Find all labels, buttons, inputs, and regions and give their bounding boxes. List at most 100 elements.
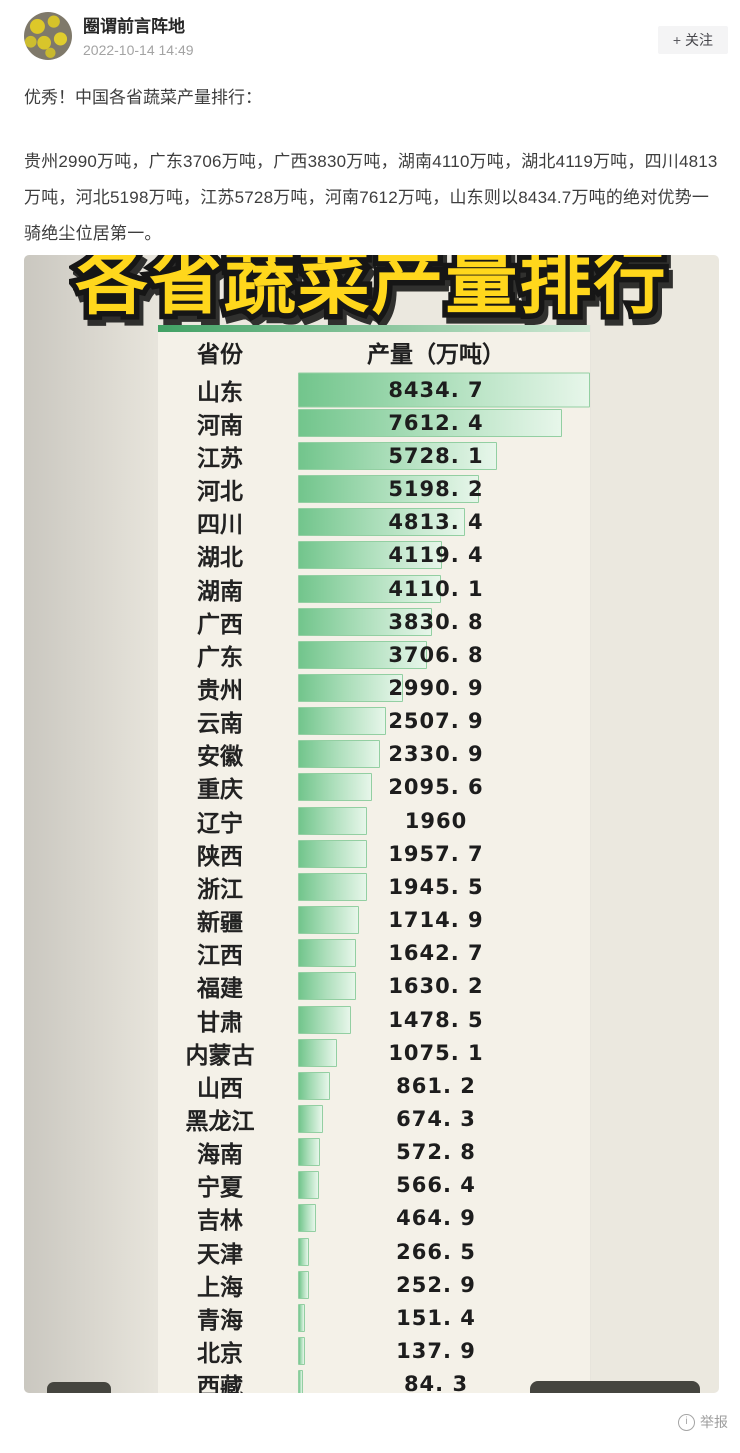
- value-label: 3706. 8: [388, 642, 484, 667]
- table-row: 青海 151. 4: [24, 1301, 719, 1334]
- chart-title-outline: 各省蔬菜产量排行: [70, 255, 671, 330]
- report-button[interactable]: i 举报: [678, 1412, 728, 1432]
- production-bar: [298, 673, 403, 702]
- post-text: 优秀！中国各省蔬菜产量排行： 贵州2990万吨，广东3706万吨，广西3830万…: [24, 86, 719, 252]
- table-row: 新疆 1714. 9: [24, 904, 719, 937]
- value-label: 137. 9: [396, 1339, 476, 1364]
- production-bar: [298, 441, 497, 470]
- province-label: 黑龙江: [185, 1108, 255, 1135]
- province-label: 福建: [197, 975, 243, 1002]
- table-row: 山西 861. 2: [24, 1069, 719, 1102]
- table-row: 西藏 84. 3: [24, 1368, 719, 1393]
- column-header-province: 省份: [197, 341, 243, 367]
- value-label: 566. 4: [396, 1173, 476, 1198]
- production-bar: [298, 508, 465, 537]
- production-bar: [298, 972, 356, 1001]
- production-bar: [298, 1171, 319, 1200]
- table-row: 上海 252. 9: [24, 1268, 719, 1301]
- province-label: 宁夏: [197, 1174, 243, 1201]
- province-label: 内蒙古: [185, 1041, 255, 1068]
- value-label: 1478. 5: [388, 1007, 484, 1032]
- table-row: 湖南 4110. 1: [24, 572, 719, 605]
- value-label: 84. 3: [403, 1372, 469, 1393]
- production-bar: [298, 1005, 351, 1034]
- production-bar: [298, 1370, 303, 1393]
- chart-title: 各省蔬菜产量排行: [75, 255, 668, 324]
- province-label: 甘肃: [197, 1008, 243, 1035]
- province-label: 贵州: [197, 676, 243, 703]
- table-row: 北京 137. 9: [24, 1335, 719, 1368]
- table-row: 湖北 4119. 4: [24, 539, 719, 572]
- table-row: 广东 3706. 8: [24, 638, 719, 671]
- value-label: 674. 3: [396, 1107, 476, 1132]
- value-label: 1714. 9: [388, 908, 484, 933]
- value-label: 464. 9: [396, 1206, 476, 1231]
- table-row: 甘肃 1478. 5: [24, 1003, 719, 1036]
- production-bar: [298, 475, 479, 504]
- value-label: 1642. 7: [388, 941, 484, 966]
- value-label: 5728. 1: [388, 443, 484, 468]
- province-label: 吉林: [197, 1207, 243, 1234]
- author-name[interactable]: 圈谓前言阵地: [83, 17, 185, 36]
- value-label: 151. 4: [396, 1305, 476, 1330]
- value-label: 266. 5: [396, 1239, 476, 1264]
- table-row: 天津 266. 5: [24, 1235, 719, 1268]
- province-label: 重庆: [197, 776, 243, 803]
- production-bar: [298, 1303, 305, 1332]
- follow-button[interactable]: + 关注: [657, 26, 728, 54]
- column-header-output: 产量（万吨）: [367, 341, 505, 367]
- table-row: 贵州 2990. 9: [24, 671, 719, 704]
- post-image[interactable]: 各省蔬菜产量排行 各省蔬菜产量排行 省份 产量（万吨） 山东 8434. 7 河南 7…: [24, 255, 719, 1393]
- table-row: 河北 5198. 2: [24, 472, 719, 505]
- table-row: 江苏 5728. 1: [24, 439, 719, 472]
- province-label: 陕西: [197, 842, 243, 869]
- value-label: 1957. 7: [388, 841, 484, 866]
- table-row: 海南 572. 8: [24, 1136, 719, 1169]
- province-label: 湖南: [197, 577, 243, 604]
- follow-label: 关注: [685, 32, 713, 48]
- table-row: 四川 4813. 4: [24, 506, 719, 539]
- table-row: 山东 8434. 7: [24, 372, 719, 408]
- value-label: 1630. 2: [388, 974, 484, 999]
- province-label: 山东: [197, 378, 243, 405]
- province-label: 云南: [197, 710, 243, 737]
- value-label: 572. 8: [396, 1140, 476, 1165]
- production-bar: [298, 707, 386, 736]
- province-label: 上海: [197, 1273, 243, 1300]
- value-label: 2507. 9: [388, 709, 484, 734]
- table-row: 辽宁 1960: [24, 804, 719, 837]
- production-bar: [298, 806, 367, 835]
- production-bar: [298, 574, 441, 603]
- plus-icon: +: [672, 32, 681, 48]
- post-intro: 优秀！中国各省蔬菜产量排行：: [24, 88, 262, 107]
- province-label: 河南: [197, 411, 243, 438]
- production-bar: [298, 640, 427, 669]
- province-label: 西藏: [197, 1373, 243, 1393]
- panel-top-bar: [158, 325, 590, 332]
- value-label: 861. 2: [396, 1073, 476, 1098]
- production-bar: [298, 939, 356, 968]
- value-label: 5198. 2: [388, 477, 484, 502]
- value-label: 252. 9: [396, 1272, 476, 1297]
- table-row: 内蒙古 1075. 1: [24, 1036, 719, 1069]
- post-header: 圈谓前言阵地 2022-10-14 14:49 + 关注: [0, 0, 740, 80]
- production-bar: [298, 408, 562, 437]
- value-label: 8434. 7: [388, 377, 484, 402]
- table-row: 云南 2507. 9: [24, 705, 719, 738]
- production-bar: [298, 372, 590, 408]
- value-label: 1075. 1: [388, 1040, 484, 1065]
- province-label: 海南: [197, 1141, 243, 1168]
- production-bar: [298, 607, 432, 636]
- table-row: 江西 1642. 7: [24, 937, 719, 970]
- province-label: 河北: [197, 478, 243, 505]
- province-label: 四川: [197, 511, 243, 538]
- info-icon: i: [678, 1413, 695, 1431]
- province-label: 天津: [197, 1240, 243, 1267]
- production-bar: [298, 1270, 309, 1299]
- table-row: 安徽 2330. 9: [24, 738, 719, 771]
- avatar[interactable]: [24, 12, 72, 60]
- province-label: 广西: [197, 610, 243, 637]
- table-row: 河南 7612. 4: [24, 406, 719, 439]
- image-left-shade: [24, 255, 174, 1393]
- report-label: 举报: [700, 1414, 728, 1430]
